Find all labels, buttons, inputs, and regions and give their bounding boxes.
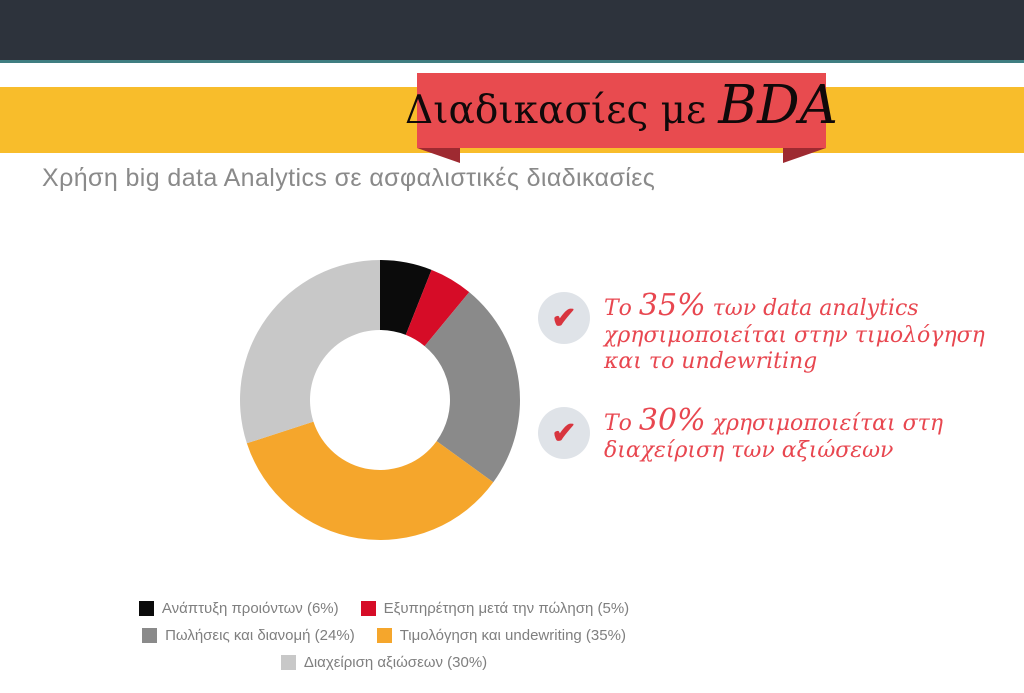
donut-segment-1 [380,260,432,335]
bullet-text-1: Το 35% των data analytics χρησιμοποιείτα… [604,288,1024,375]
bullet-2-percent: 30% [638,403,706,438]
legend-item: Πωλήσεις και διανομή (24%) [142,627,355,644]
slide-title: Διαδικασίες με BDA [405,79,838,133]
bullet-point-1: ✔ Το 35% των data analytics χρησιμοποιεί… [538,288,1024,375]
ribbon-fold-right [783,148,826,163]
legend-swatch-icon [138,601,154,616]
slide-subtitle: Χρήση big data Analytics σε ασφαλιστικές… [42,164,656,192]
legend-row: Πωλήσεις και διανομή (24%) Τιμολόγηση και… [142,627,626,644]
legend-label: Διαχείριση αξιώσεων (30%) [303,654,488,671]
legend-item: Ανάπτυξη προιόντων (6%) [138,600,339,617]
bullet-2-rest: χρησιμοποιείται στη διαχείριση των αξιώσ… [604,411,944,464]
legend-swatch-icon [280,655,296,670]
legend-swatch-icon [142,628,158,643]
donut-segment-5 [239,260,380,444]
legend-swatch-icon [360,601,376,616]
donut-chart [239,260,520,540]
chart-legend: Ανάπτυξη προιόντων (6%) Εξυπηρέτηση μετά … [0,600,768,671]
legend-label: Πωλήσεις και διανομή (24%) [165,627,355,644]
legend-label: Τιμολόγηση και undewriting (35%) [399,627,626,644]
bullet-text-2: Το 30% χρησιμοποιείται στη διαχείριση τω… [604,403,1024,464]
bullet-1-pre: Το [604,296,632,321]
check-icon: ✔ [538,292,590,344]
donut-segment-3 [424,292,520,483]
title-ribbon: Διαδικασίες με BDA [405,73,838,148]
legend-row: Διαχείριση αξιώσεων (30%) [280,654,488,671]
donut-segment-2 [405,269,470,347]
bullet-1-rest: των data analytics χρησιμοποιείται στην … [604,296,985,375]
checkmark-glyph: ✔ [551,416,577,450]
checkmark-glyph: ✔ [551,301,577,335]
check-icon: ✔ [538,407,590,459]
legend-item: Εξυπηρέτηση μετά την πώληση (5%) [360,600,630,617]
legend-label: Ανάπτυξη προιόντων (6%) [161,600,339,617]
slide-title-main: Διαδικασίες με [405,88,707,133]
ribbon-fold-left [417,148,460,163]
legend-item: Διαχείριση αξιώσεων (30%) [280,654,488,671]
donut-segment-4 [246,421,494,540]
top-dark-bar [0,0,1024,63]
legend-row: Ανάπτυξη προιόντων (6%) Εξυπηρέτηση μετά … [138,600,630,617]
legend-label: Εξυπηρέτηση μετά την πώληση (5%) [383,600,630,617]
legend-swatch-icon [376,628,392,643]
bullet-2-pre: Το [604,411,632,436]
slide-title-accent: BDA [718,75,838,136]
legend-item: Τιμολόγηση και undewriting (35%) [376,627,626,644]
bullet-1-percent: 35% [638,288,706,323]
bullet-point-2: ✔ Το 30% χρησιμοποιείται στη διαχείριση … [538,403,1024,464]
